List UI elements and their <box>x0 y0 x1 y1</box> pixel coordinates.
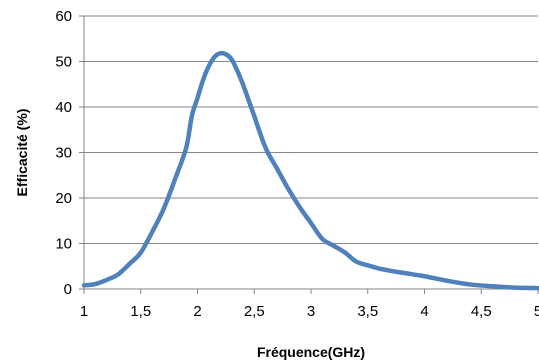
axes <box>79 15 539 294</box>
x-tick-label: 3 <box>307 303 315 320</box>
x-tick-label: 2,5 <box>244 303 265 320</box>
x-tick-label: 4 <box>420 303 428 320</box>
y-tick-label: 30 <box>55 145 72 162</box>
y-tick-labels: 0 10 20 30 40 50 60 <box>55 8 72 298</box>
x-tick-labels: 1 1,5 2 2,5 3 3,5 4 4,5 5 <box>80 303 539 320</box>
x-axis-title: Fréquence(GHz) <box>257 344 365 360</box>
x-tick-label: 1 <box>80 303 88 320</box>
y-tick-label: 50 <box>55 54 72 71</box>
gridlines <box>84 15 538 244</box>
x-tick-label: 5 <box>534 303 539 320</box>
series-line <box>81 50 539 291</box>
y-axis-title: Efficacité (%) <box>14 109 30 197</box>
x-tick-label: 4,5 <box>471 303 492 320</box>
y-tick-label: 20 <box>55 190 72 207</box>
y-tick-label: 10 <box>55 236 72 253</box>
y-tick-label: 0 <box>64 281 72 298</box>
x-tick-label: 2 <box>193 303 201 320</box>
y-tick-label: 40 <box>55 99 72 116</box>
series-layer <box>81 50 539 291</box>
y-tick-label: 60 <box>55 8 72 25</box>
x-tick-label: 3,5 <box>357 303 378 320</box>
x-tick-label: 1,5 <box>130 303 151 320</box>
